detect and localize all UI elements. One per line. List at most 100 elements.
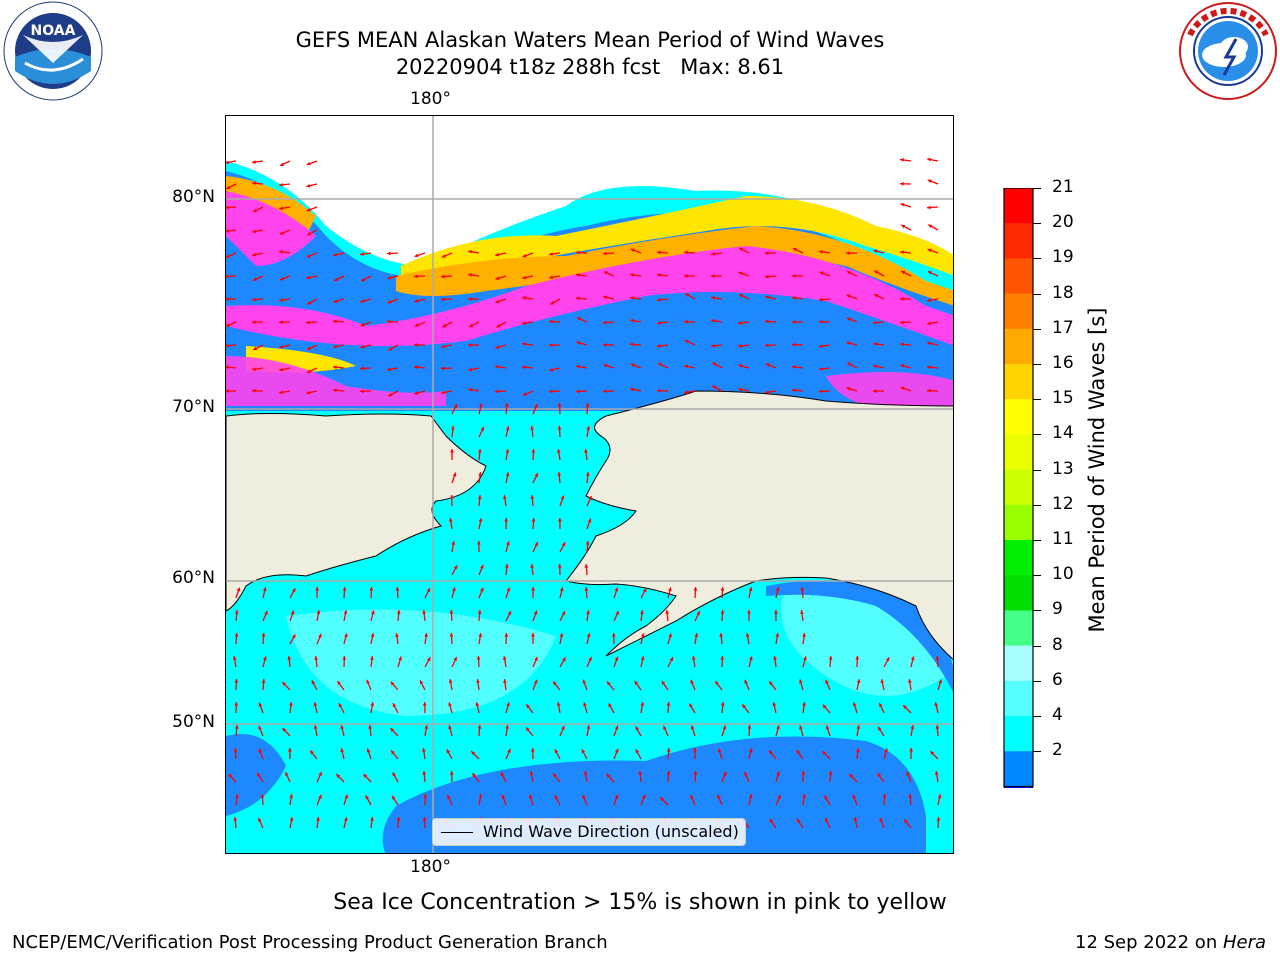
wave-direction-arrow [226, 389, 237, 393]
wave-direction-arrow [557, 425, 562, 438]
wave-direction-arrow [503, 679, 507, 691]
colorbar-segment [1004, 293, 1033, 330]
wave-direction-arrow [796, 818, 804, 829]
wave-direction-arrow [422, 701, 427, 714]
wave-direction-arrow [475, 702, 480, 714]
wave-direction-arrow [366, 679, 372, 691]
wave-direction-arrow [360, 298, 372, 303]
wave-direction-arrow [640, 588, 647, 599]
wave-direction-arrow [450, 425, 455, 438]
wave-direction-arrow [289, 817, 294, 829]
lon-label-top: 180° [410, 89, 451, 109]
wave-direction-arrow [287, 655, 292, 668]
wave-direction-arrow [775, 794, 782, 806]
wave-direction-arrow [386, 251, 399, 256]
wave-direction-arrow [630, 296, 642, 300]
colorbar-tick-mark [1033, 575, 1041, 577]
wave-direction-arrow [582, 679, 588, 691]
wave-direction-arrow [585, 540, 590, 553]
wave-direction-arrow [845, 251, 858, 255]
wave-direction-arrow [629, 342, 642, 347]
wave-direction-arrow [554, 794, 561, 806]
wave-direction-arrow [747, 609, 751, 622]
wave-direction-arrow [495, 275, 507, 281]
wave-direction-arrow [390, 750, 399, 760]
wave-direction-arrow [802, 794, 806, 806]
wave-direction-arrow [313, 725, 318, 737]
wave-direction-arrow [848, 773, 858, 783]
wave-direction-arrow [414, 298, 426, 303]
wave-direction-arrow [446, 749, 453, 760]
wave-direction-arrow [910, 656, 915, 668]
wave-direction-arrow [791, 342, 804, 347]
wave-direction-arrow [451, 541, 456, 553]
wave-direction-arrow [765, 295, 777, 300]
wave-direction-arrow [316, 610, 321, 622]
wave-direction-arrow [315, 586, 320, 599]
wave-direction-arrow [284, 771, 291, 783]
colorbar-tick-label: 9 [1052, 599, 1063, 620]
wave-direction-arrow [583, 771, 588, 783]
wave-direction-arrow [585, 471, 590, 484]
wave-direction-arrow [657, 343, 669, 348]
wave-direction-arrow [478, 426, 485, 438]
wave-direction-arrow [929, 750, 939, 760]
wave-direction-arrow [395, 586, 400, 599]
wave-direction-arrow [235, 794, 239, 806]
wave-direction-arrow [747, 724, 752, 737]
wave-direction-arrow [792, 365, 804, 369]
wave-direction-arrow [421, 748, 426, 760]
wave-direction-arrow [899, 181, 912, 186]
wave-direction-arrow [748, 656, 753, 668]
wave-direction-arrow [360, 252, 372, 256]
wave-direction-arrow [765, 363, 777, 369]
chart-subtitle: 20220904 t18z 288h fcst Max: 8.61 [395, 55, 785, 79]
wave-direction-arrow [258, 725, 264, 737]
lat-label-70: 70°N [172, 397, 215, 417]
wave-direction-arrow [419, 679, 426, 691]
wave-direction-arrow [289, 610, 295, 622]
wave-direction-arrow [360, 275, 372, 282]
wave-direction-arrow [720, 701, 725, 714]
wave-direction-arrow [666, 701, 671, 714]
wave-direction-arrow [387, 367, 399, 372]
nws-logo [1178, 1, 1278, 101]
wave-direction-arrow [449, 770, 454, 783]
wave-direction-arrow [630, 363, 642, 369]
wave-direction-arrow [504, 517, 509, 530]
footer-host: Hera [1222, 932, 1266, 953]
wave-direction-arrow [467, 297, 480, 301]
wave-direction-arrow [825, 725, 831, 737]
wave-direction-arrow [313, 702, 318, 714]
wave-direction-arrow [684, 339, 696, 346]
wave-direction-arrow [927, 248, 939, 254]
wave-direction-arrow [370, 610, 375, 622]
wave-direction-arrow [711, 296, 723, 300]
wave-direction-arrow [333, 275, 345, 282]
wave-direction-arrow [278, 182, 291, 187]
wave-direction-arrow [392, 702, 399, 714]
wave-direction-arrow [309, 749, 318, 760]
wave-direction-arrow [494, 389, 507, 394]
colorbar-tick-mark [1033, 469, 1041, 471]
wave-direction-arrow [576, 341, 588, 346]
colorbar-segment [1004, 469, 1033, 506]
wave-direction-arrow [451, 403, 458, 415]
colorbar-tick-label: 14 [1052, 423, 1074, 444]
wave-direction-arrow [342, 586, 347, 599]
wave-direction-arrow [602, 389, 615, 394]
wave-direction-arrow [360, 321, 372, 327]
colorbar-tick-mark [1033, 399, 1041, 401]
wave-direction-arrow [252, 160, 264, 164]
wave-direction-arrow [414, 390, 426, 395]
wave-direction-arrow [764, 343, 777, 348]
wave-direction-arrow [585, 402, 590, 415]
wave-direction-arrow [397, 656, 403, 668]
wave-direction-arrow [877, 726, 885, 737]
wave-direction-arrow [450, 448, 454, 461]
wave-direction-arrow [856, 725, 861, 737]
wave-direction-arrow [802, 702, 806, 714]
colorbar-segment [1004, 680, 1033, 717]
wave-direction-arrow [226, 229, 237, 233]
colorbar-tick-mark [1033, 645, 1041, 647]
